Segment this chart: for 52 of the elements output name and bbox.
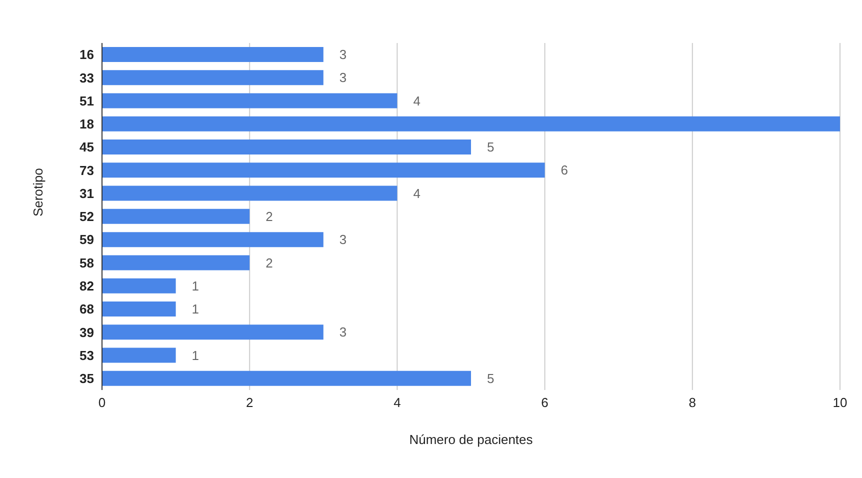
y-tick-label: 73 [80,162,94,178]
data-label: 3 [339,47,347,62]
y-tick-label: 82 [80,278,94,294]
x-tick-label: 10 [832,395,848,410]
bar [102,70,324,86]
y-tick-label: 18 [80,116,94,132]
bar [102,47,324,62]
y-tick-label: 33 [80,70,94,86]
data-label: 2 [266,208,273,224]
y-tick-label: 59 [80,232,94,248]
y-tick-label: 45 [80,140,94,155]
data-label: 3 [339,232,347,248]
x-tick-label: 4 [394,395,401,410]
data-label: 3 [339,324,347,340]
bar [102,324,324,340]
x-tick-label: 8 [688,395,696,410]
x-axis-title: Número de pacientes [409,432,534,447]
data-label: 1 [192,302,200,317]
data-label: 2 [266,255,273,270]
y-tick-label: 53 [80,348,94,363]
bar [102,301,176,316]
bar [102,208,250,224]
y-tick-label: 58 [80,255,94,270]
y-tick-label: 39 [80,324,94,340]
bar [102,186,398,201]
bar [102,278,176,294]
y-tick-label: 51 [80,93,94,108]
data-label: 3 [339,70,347,86]
bar [102,93,398,108]
y-tick-label: 16 [80,47,94,62]
x-tick-label: 6 [541,395,548,410]
bar [102,140,471,155]
data-label: 1 [192,348,200,363]
data-label: 1 [192,278,200,294]
y-tick-label: 35 [80,371,94,386]
data-label: 4 [413,186,420,201]
data-label: 4 [413,93,420,108]
bar [102,162,545,178]
bar [102,348,176,363]
bar [102,255,250,270]
data-label: 6 [560,162,568,178]
bar [102,232,324,248]
bar [102,116,840,132]
data-label: 5 [487,140,494,155]
bar [102,370,471,386]
y-axis-title: Serotipo [30,168,46,216]
x-tick-label: 2 [246,395,254,410]
y-tick-label: 31 [80,186,94,201]
y-tick-label: 68 [80,302,94,317]
data-label: 5 [487,370,494,386]
x-tick-label: 0 [98,395,106,410]
y-tick-label: 52 [80,209,94,224]
